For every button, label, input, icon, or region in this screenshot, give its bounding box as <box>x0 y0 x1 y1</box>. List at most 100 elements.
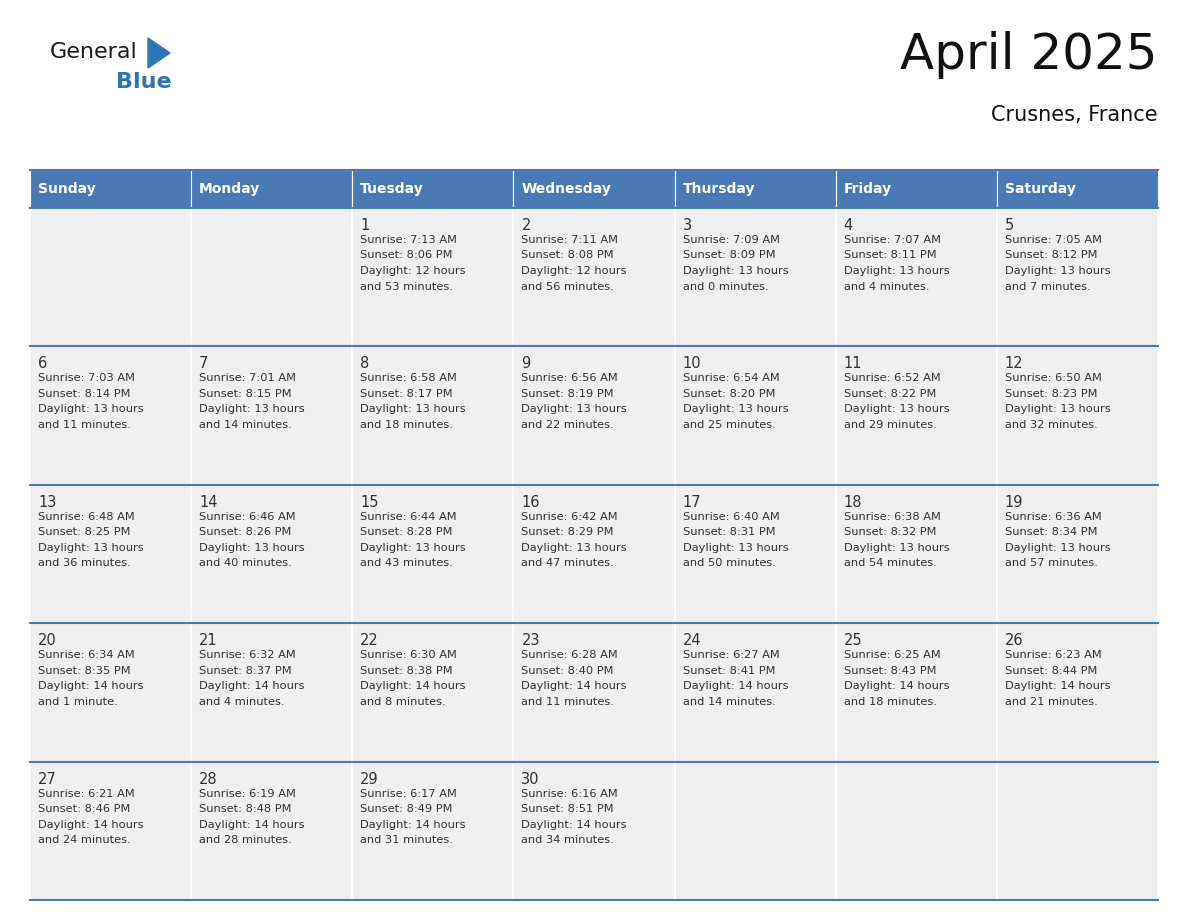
Text: Sunrise: 6:38 AM: Sunrise: 6:38 AM <box>843 512 941 521</box>
Text: Daylight: 14 hours: Daylight: 14 hours <box>1005 681 1111 691</box>
Text: 11: 11 <box>843 356 862 372</box>
Text: 10: 10 <box>683 356 701 372</box>
Bar <box>675 623 835 762</box>
Bar <box>30 170 191 208</box>
Text: 19: 19 <box>1005 495 1023 509</box>
Bar <box>30 208 191 346</box>
Bar <box>191 170 353 208</box>
Text: and 0 minutes.: and 0 minutes. <box>683 282 769 292</box>
Text: and 25 minutes.: and 25 minutes. <box>683 420 776 430</box>
Text: 12: 12 <box>1005 356 1024 372</box>
Bar <box>675 485 835 623</box>
Text: Sunrise: 7:13 AM: Sunrise: 7:13 AM <box>360 235 457 245</box>
Text: Sunrise: 6:30 AM: Sunrise: 6:30 AM <box>360 650 457 660</box>
Text: 24: 24 <box>683 633 701 648</box>
Text: Sunset: 8:44 PM: Sunset: 8:44 PM <box>1005 666 1098 676</box>
Bar <box>997 485 1158 623</box>
Bar <box>835 762 997 900</box>
Text: Daylight: 13 hours: Daylight: 13 hours <box>38 405 144 414</box>
Bar <box>997 170 1158 208</box>
Text: Sunset: 8:26 PM: Sunset: 8:26 PM <box>200 527 291 537</box>
Text: Sunrise: 6:44 AM: Sunrise: 6:44 AM <box>360 512 457 521</box>
Text: Sunset: 8:23 PM: Sunset: 8:23 PM <box>1005 389 1098 399</box>
Text: and 31 minutes.: and 31 minutes. <box>360 835 453 845</box>
Text: Monday: Monday <box>200 182 260 196</box>
Text: and 29 minutes.: and 29 minutes. <box>843 420 936 430</box>
Text: and 11 minutes.: and 11 minutes. <box>38 420 131 430</box>
Text: Blue: Blue <box>116 72 171 92</box>
Text: and 54 minutes.: and 54 minutes. <box>843 558 936 568</box>
Text: Sunday: Sunday <box>38 182 96 196</box>
Text: Daylight: 13 hours: Daylight: 13 hours <box>200 405 305 414</box>
Text: and 11 minutes.: and 11 minutes. <box>522 697 614 707</box>
Text: and 7 minutes.: and 7 minutes. <box>1005 282 1091 292</box>
Text: and 4 minutes.: and 4 minutes. <box>200 697 285 707</box>
Text: Sunrise: 6:32 AM: Sunrise: 6:32 AM <box>200 650 296 660</box>
Text: Sunrise: 6:34 AM: Sunrise: 6:34 AM <box>38 650 134 660</box>
Text: Crusnes, France: Crusnes, France <box>991 105 1158 125</box>
Text: 14: 14 <box>200 495 217 509</box>
Text: Sunrise: 6:52 AM: Sunrise: 6:52 AM <box>843 374 941 384</box>
Text: Sunset: 8:25 PM: Sunset: 8:25 PM <box>38 527 131 537</box>
Text: Sunrise: 6:54 AM: Sunrise: 6:54 AM <box>683 374 779 384</box>
Text: and 57 minutes.: and 57 minutes. <box>1005 558 1098 568</box>
Text: 18: 18 <box>843 495 862 509</box>
Bar <box>835 208 997 346</box>
Text: and 56 minutes.: and 56 minutes. <box>522 282 614 292</box>
Text: and 14 minutes.: and 14 minutes. <box>200 420 292 430</box>
Text: and 50 minutes.: and 50 minutes. <box>683 558 776 568</box>
Text: Daylight: 14 hours: Daylight: 14 hours <box>38 681 144 691</box>
Text: Daylight: 13 hours: Daylight: 13 hours <box>1005 266 1111 276</box>
Text: Sunrise: 6:46 AM: Sunrise: 6:46 AM <box>200 512 296 521</box>
Bar <box>191 346 353 485</box>
Text: Sunrise: 6:23 AM: Sunrise: 6:23 AM <box>1005 650 1101 660</box>
Text: 5: 5 <box>1005 218 1015 233</box>
Text: 4: 4 <box>843 218 853 233</box>
Bar <box>353 485 513 623</box>
Bar <box>675 170 835 208</box>
Text: Daylight: 13 hours: Daylight: 13 hours <box>843 266 949 276</box>
Text: Sunset: 8:51 PM: Sunset: 8:51 PM <box>522 804 614 814</box>
Text: April 2025: April 2025 <box>901 31 1158 79</box>
Text: Sunrise: 6:50 AM: Sunrise: 6:50 AM <box>1005 374 1101 384</box>
Text: 9: 9 <box>522 356 531 372</box>
Bar <box>191 485 353 623</box>
Bar <box>353 208 513 346</box>
Bar <box>513 208 675 346</box>
Text: Daylight: 14 hours: Daylight: 14 hours <box>522 681 627 691</box>
Text: and 22 minutes.: and 22 minutes. <box>522 420 614 430</box>
Bar <box>191 208 353 346</box>
Text: Sunset: 8:08 PM: Sunset: 8:08 PM <box>522 251 614 261</box>
Text: 21: 21 <box>200 633 217 648</box>
Text: Daylight: 13 hours: Daylight: 13 hours <box>360 405 466 414</box>
Text: Sunrise: 7:05 AM: Sunrise: 7:05 AM <box>1005 235 1101 245</box>
Text: Daylight: 14 hours: Daylight: 14 hours <box>843 681 949 691</box>
Text: and 4 minutes.: and 4 minutes. <box>843 282 929 292</box>
Bar <box>513 762 675 900</box>
Text: Sunrise: 6:48 AM: Sunrise: 6:48 AM <box>38 512 134 521</box>
Text: Sunset: 8:17 PM: Sunset: 8:17 PM <box>360 389 453 399</box>
Bar <box>675 762 835 900</box>
Text: 28: 28 <box>200 772 217 787</box>
Bar <box>513 170 675 208</box>
Text: Daylight: 14 hours: Daylight: 14 hours <box>200 820 304 830</box>
Text: Sunset: 8:19 PM: Sunset: 8:19 PM <box>522 389 614 399</box>
Bar <box>675 208 835 346</box>
Text: 26: 26 <box>1005 633 1024 648</box>
Text: Sunset: 8:49 PM: Sunset: 8:49 PM <box>360 804 453 814</box>
Text: Wednesday: Wednesday <box>522 182 611 196</box>
Text: Daylight: 13 hours: Daylight: 13 hours <box>360 543 466 553</box>
Text: Sunset: 8:11 PM: Sunset: 8:11 PM <box>843 251 936 261</box>
Text: Saturday: Saturday <box>1005 182 1075 196</box>
Text: and 34 minutes.: and 34 minutes. <box>522 835 614 845</box>
Text: Sunset: 8:34 PM: Sunset: 8:34 PM <box>1005 527 1098 537</box>
Bar <box>513 485 675 623</box>
Text: Daylight: 12 hours: Daylight: 12 hours <box>360 266 466 276</box>
Text: 17: 17 <box>683 495 701 509</box>
Text: Sunrise: 6:17 AM: Sunrise: 6:17 AM <box>360 789 457 799</box>
Text: Sunset: 8:22 PM: Sunset: 8:22 PM <box>843 389 936 399</box>
Text: General: General <box>50 42 138 62</box>
Text: Sunrise: 7:03 AM: Sunrise: 7:03 AM <box>38 374 135 384</box>
Text: Sunrise: 6:25 AM: Sunrise: 6:25 AM <box>843 650 941 660</box>
Bar <box>835 170 997 208</box>
